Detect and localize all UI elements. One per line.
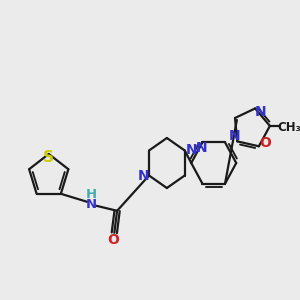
- Text: N: N: [185, 143, 197, 158]
- Text: O: O: [107, 233, 119, 247]
- Text: N: N: [138, 169, 149, 182]
- Text: O: O: [260, 136, 272, 150]
- Text: N: N: [229, 129, 240, 143]
- Text: N: N: [85, 198, 96, 211]
- Text: N: N: [196, 141, 207, 155]
- Text: N: N: [255, 105, 267, 119]
- Text: CH₃: CH₃: [278, 122, 300, 134]
- Text: H: H: [85, 188, 96, 201]
- Text: S: S: [43, 151, 54, 166]
